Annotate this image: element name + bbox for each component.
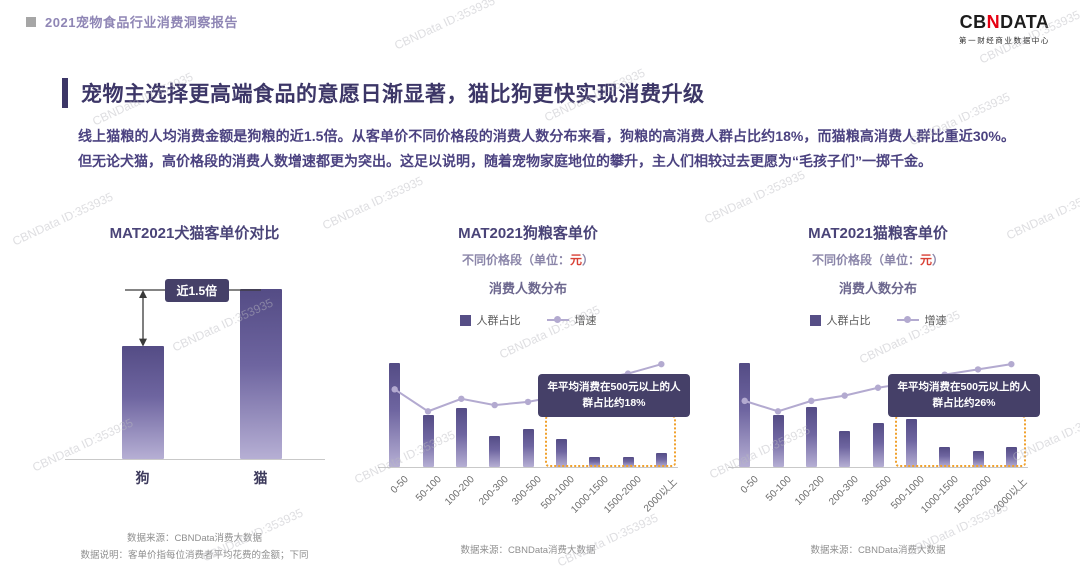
title-accent-bar bbox=[62, 78, 68, 108]
highlight-500plus-box bbox=[894, 415, 1026, 467]
bar-200-300 bbox=[839, 431, 851, 467]
highlight-500plus-box bbox=[544, 415, 676, 467]
chart-subtitle: 不同价格段（单位：元） bbox=[362, 251, 694, 268]
compare-plot-area: 近1.5倍 bbox=[64, 260, 325, 460]
category-label: 2000以上 bbox=[992, 476, 1030, 515]
legend-label: 人群占比 bbox=[826, 315, 871, 327]
bar-1500-2000 bbox=[972, 451, 984, 467]
subtitle-text: 不同价格段（单位： bbox=[461, 253, 570, 267]
category-label: 200-300 bbox=[826, 474, 861, 508]
logo-data: DATA bbox=[1000, 12, 1050, 32]
bar-2000以上 bbox=[1005, 447, 1017, 467]
bar-0-50 bbox=[739, 363, 751, 467]
source-block: 数据来源：CBNData消费大数据 数据说明：客单价指每位消费者平均花费的金额；… bbox=[52, 530, 337, 561]
logo-subtitle: 第一财经商业数据中心 bbox=[959, 36, 1050, 45]
ratio-annotation: 近1.5倍 bbox=[164, 279, 230, 302]
subtitle-text: 不同价格段（单位： bbox=[811, 253, 920, 267]
chart-dog-food-price: MAT2021狗粮客单价 不同价格段（单位：元） 消费人数分布 人群占比 增速 … bbox=[362, 222, 694, 556]
bar-legend-icon bbox=[809, 314, 821, 326]
bar-0-50 bbox=[389, 363, 401, 467]
callout-500plus: 年平均消费在500元以上的人群占比约18% bbox=[538, 374, 690, 417]
bar-500-1000 bbox=[905, 419, 917, 467]
subtitle-unit: 元 bbox=[569, 253, 582, 267]
subtitle-unit: 元 bbox=[919, 253, 932, 267]
bar-狗 bbox=[121, 345, 164, 459]
report-title-group: 2021宠物食品行业消费洞察报告 bbox=[26, 12, 238, 31]
category-label: 0-50 bbox=[738, 474, 761, 496]
line-legend-icon bbox=[896, 316, 919, 324]
subtitle-close: ） bbox=[932, 253, 945, 267]
plot-area: 年平均消费在500元以上的人群占比约26% bbox=[728, 350, 1040, 468]
category-label: 100-200 bbox=[793, 474, 828, 508]
bullet-square-icon bbox=[26, 16, 36, 27]
compare-x-axis: 狗猫 bbox=[65, 468, 325, 488]
bar-100-200 bbox=[455, 408, 467, 467]
bar-2000以上 bbox=[655, 453, 667, 467]
chart-title: MAT2021犬猫客单价对比 bbox=[109, 225, 280, 242]
cbndata-logo: CBNDATA 第一财经商业数据中心 bbox=[959, 12, 1050, 46]
x-axis: 0-50 50-100 100-200 200-300 300-500 500-1000 1… bbox=[378, 468, 680, 526]
report-title: 2021宠物食品行业消费洞察报告 bbox=[45, 15, 238, 30]
data-note: 数据说明：客单价指每位消费者平均花费的金额；下同 bbox=[80, 550, 309, 561]
bar-50-100 bbox=[772, 415, 784, 467]
line-legend-icon bbox=[546, 316, 569, 324]
category-label: 2000以上 bbox=[642, 476, 680, 515]
bar-1000-1500 bbox=[589, 456, 601, 467]
chart-subtitle-2: 消费人数分布 bbox=[488, 281, 567, 296]
watermark-text: CBNData ID:353935 bbox=[702, 167, 808, 227]
logo-cb: CB bbox=[959, 12, 987, 32]
category-label: 50-100 bbox=[763, 474, 794, 504]
bar-猫 bbox=[239, 289, 282, 459]
legend-label: 增速 bbox=[574, 315, 597, 327]
data-source: 数据来源：CBNData消费大数据 bbox=[810, 545, 946, 556]
bar-50-100 bbox=[422, 415, 434, 467]
bar-500-1000 bbox=[555, 439, 567, 467]
logo-text: CBNDATA bbox=[959, 12, 1050, 33]
intro-paragraph: 线上猫粮的人均消费金额是狗粮的近1.5倍。从客单价不同价格段的消费人数分布来看，… bbox=[78, 128, 1015, 169]
chart-subtitle: 不同价格段（单位：元） bbox=[712, 251, 1044, 268]
legend-item-line: 增速 bbox=[896, 312, 947, 328]
legend-item-bars: 人群占比 bbox=[809, 312, 871, 328]
legend-label: 增速 bbox=[924, 315, 947, 327]
bar-legend-icon bbox=[459, 314, 471, 326]
line-legend-dot-icon bbox=[903, 316, 911, 324]
plot-area: 年平均消费在500元以上的人群占比约18% bbox=[378, 350, 690, 468]
chart-title: MAT2021猫粮客单价 bbox=[808, 225, 948, 242]
subtitle-close: ） bbox=[582, 253, 595, 267]
bar-100-200 bbox=[805, 407, 817, 467]
category-label: 50-100 bbox=[413, 474, 444, 504]
category-label: 0-50 bbox=[388, 474, 411, 496]
x-label-狗: 狗 bbox=[135, 470, 150, 486]
chart-cat-food-price: MAT2021猫粮客单价 不同价格段（单位：元） 消费人数分布 人群占比 增速 … bbox=[712, 222, 1044, 556]
bar-1000-1500 bbox=[939, 447, 951, 467]
category-label: 200-300 bbox=[476, 474, 511, 508]
page-title: 宠物主选择更高端食品的意愿日渐显著，猫比狗更快实现消费升级 bbox=[81, 83, 705, 106]
legend: 人群占比 增速 bbox=[712, 312, 1044, 328]
bar-300-500 bbox=[872, 423, 884, 467]
callout-500plus: 年平均消费在500元以上的人群占比约26% bbox=[888, 374, 1040, 417]
chart-title: MAT2021狗粮客单价 bbox=[458, 225, 598, 242]
growth-line bbox=[741, 360, 1015, 415]
header: 2021宠物食品行业消费洞察报告 CBNDATA 第一财经商业数据中心 bbox=[26, 12, 1050, 46]
x-label-猫: 猫 bbox=[253, 470, 268, 486]
category-label: 100-200 bbox=[443, 474, 478, 508]
x-axis: 0-50 50-100 100-200 200-300 300-500 500-1000 1… bbox=[728, 468, 1030, 526]
line-legend-dot-icon bbox=[553, 316, 561, 324]
legend-label: 人群占比 bbox=[476, 315, 521, 327]
legend-item-bars: 人群占比 bbox=[459, 312, 521, 328]
legend-item-line: 增速 bbox=[546, 312, 597, 328]
legend: 人群占比 增速 bbox=[362, 312, 694, 328]
page-title-row: 宠物主选择更高端食品的意愿日渐显著，猫比狗更快实现消费升级 bbox=[62, 78, 705, 108]
logo-n: N bbox=[986, 12, 1001, 32]
chart-dog-cat-compare: MAT2021犬猫客单价对比 近1.5倍 狗猫 数据来源：CBNData消费大数… bbox=[52, 222, 337, 561]
chart-subtitle-2: 消费人数分布 bbox=[838, 281, 917, 296]
data-source: 数据来源：CBNData消费大数据 bbox=[460, 545, 596, 556]
bar-300-500 bbox=[522, 428, 534, 467]
data-source: 数据来源：CBNData消费大数据 bbox=[126, 533, 263, 544]
bar-1500-2000 bbox=[622, 456, 634, 467]
bar-200-300 bbox=[489, 435, 501, 467]
